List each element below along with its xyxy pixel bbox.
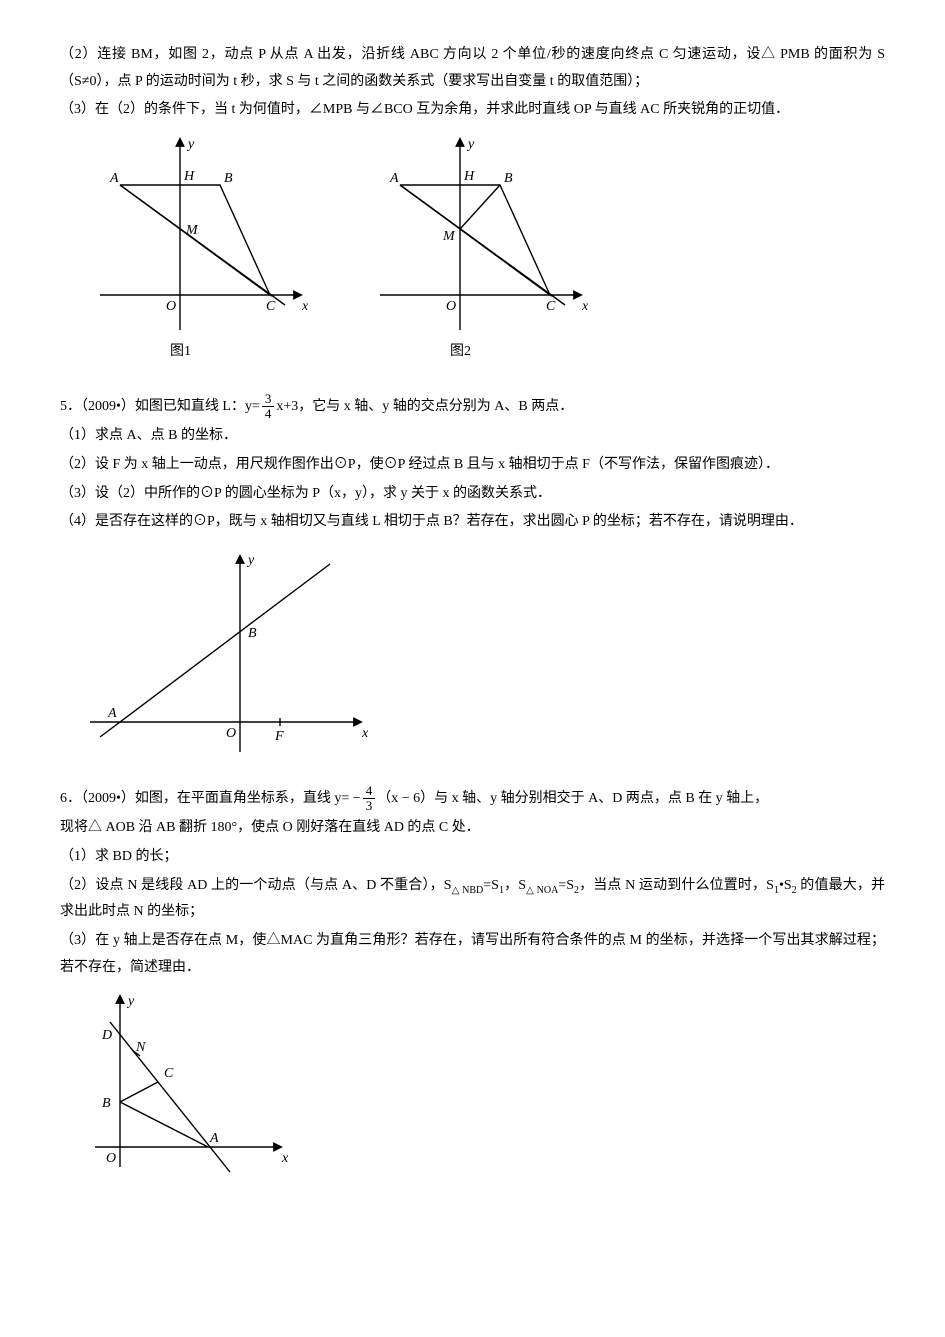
q6-frac: 43 [363, 784, 376, 814]
svg-text:y: y [186, 137, 195, 152]
q5-p1: （1）求点 A、点 B 的坐标． [60, 423, 885, 450]
q4-p2: （2）连接 BM，如图 2，动点 P 从点 A 出发，沿折线 ABC 方向以 2… [60, 42, 885, 95]
svg-text:A: A [209, 1131, 219, 1146]
q6-head-a: 6．（2009•）如图，在平面直角坐标系，直线 y= − [60, 791, 361, 806]
svg-text:y: y [126, 994, 135, 1009]
svg-text:B: B [102, 1096, 111, 1111]
svg-text:y: y [246, 553, 255, 568]
svg-text:A: A [107, 706, 117, 721]
svg-text:O: O [106, 1151, 116, 1166]
svg-text:M: M [185, 223, 199, 238]
svg-text:x: x [281, 1151, 289, 1166]
q5-head-a: 5．（2009•）如图已知直线 L：y= [60, 399, 260, 414]
q5-frac: 34 [262, 392, 275, 422]
svg-text:y: y [466, 137, 475, 152]
q5-head-b: x+3，它与 x 轴、y 轴的交点分别为 A、B 两点． [276, 399, 573, 414]
svg-text:C: C [266, 299, 276, 314]
svg-text:x: x [361, 726, 369, 741]
svg-text:D: D [101, 1028, 112, 1043]
q6-p3: （3）在 y 轴上是否存在点 M，使△MAC 为直角三角形？若存在，请写出所有符… [60, 928, 885, 981]
q6-figure: y x O D N C B A [80, 987, 885, 1177]
svg-text:F: F [274, 729, 284, 744]
svg-text:图1: 图1 [170, 344, 191, 359]
svg-text:C: C [164, 1066, 174, 1081]
q5-graph: y x O A B F [80, 542, 380, 762]
q6-cont: 现将△ AOB 沿 AB 翻折 180°，使点 O 刚好落在直线 AD 的点 C… [60, 815, 885, 842]
q5-p3: （3）设（2）中所作的⊙P 的圆心坐标为 P（x，y），求 y 关于 x 的函数… [60, 481, 885, 508]
q6-p1: （1）求 BD 的长； [60, 844, 885, 871]
q5-p2: （2）设 F 为 x 轴上一动点，用尺规作图作出⊙P，使⊙P 经过点 B 且与 … [60, 452, 885, 479]
svg-text:A: A [389, 171, 399, 186]
svg-text:B: B [224, 171, 233, 186]
svg-text:图2: 图2 [450, 344, 471, 359]
q5-head: 5．（2009•）如图已知直线 L：y=34x+3，它与 x 轴、y 轴的交点分… [60, 392, 885, 422]
svg-text:O: O [446, 299, 456, 314]
q4-p3: （3）在（2）的条件下，当 t 为何值时，∠MPB 与∠BCO 互为余角，并求此… [60, 97, 885, 124]
q4-figures: y x O A H B M C 图1 y x [60, 130, 885, 370]
svg-text:M: M [442, 229, 456, 244]
svg-text:H: H [463, 169, 475, 184]
q4-fig1-fig2: y x O A H B M C 图1 y x [60, 130, 620, 370]
svg-text:B: B [248, 626, 257, 641]
svg-text:C: C [546, 299, 556, 314]
q6-head: 6．（2009•）如图，在平面直角坐标系，直线 y= −43（x − 6）与 x… [60, 784, 885, 814]
svg-text:A: A [109, 171, 119, 186]
q6-p2: （2）设点 N 是线段 AD 上的一个动点（与点 A、D 不重合），S△ NBD… [60, 873, 885, 926]
svg-text:x: x [301, 299, 309, 314]
svg-text:x: x [581, 299, 589, 314]
svg-text:H: H [183, 169, 195, 184]
q6-graph: y x O D N C B A [80, 987, 300, 1177]
q5-p4: （4）是否存在这样的⊙P，既与 x 轴相切又与直线 L 相切于点 B？若存在，求… [60, 509, 885, 536]
q6-head-b: （x − 6）与 x 轴、y 轴分别相交于 A、D 两点，点 B 在 y 轴上， [377, 791, 768, 806]
svg-text:B: B [504, 171, 513, 186]
svg-text:O: O [226, 726, 236, 741]
q5-figure: y x O A B F [80, 542, 885, 762]
svg-text:O: O [166, 299, 176, 314]
